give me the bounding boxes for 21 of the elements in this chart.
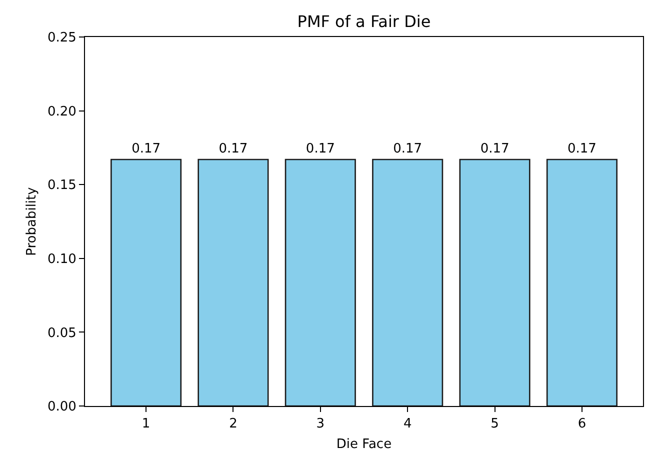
x-tick-label: 2: [229, 416, 238, 432]
chart-title: PMF of a Fair Die: [297, 12, 431, 31]
x-tick-label: 3: [316, 416, 325, 432]
y-tick-label: 0.15: [47, 178, 76, 194]
x-tick-label: 1: [142, 416, 150, 432]
y-tick-label: 0.05: [47, 326, 76, 341]
x-tick-label: 5: [490, 416, 499, 432]
data-label: 0.17: [218, 142, 248, 157]
y-tick-label: 0.10: [47, 252, 76, 267]
y-tick-label: 0.20: [47, 104, 76, 120]
x-axis-title: Die Face: [336, 437, 392, 452]
data-label: 0.17: [393, 142, 422, 157]
y-axis-title: Probability: [24, 186, 40, 256]
x-tick-label: 4: [403, 416, 412, 432]
y-tick-label: 0.25: [47, 30, 76, 46]
y-tick-label: 0.00: [47, 400, 76, 415]
data-label: 0.17: [306, 142, 335, 157]
x-tick-label: 6: [578, 416, 586, 432]
data-label: 0.17: [480, 142, 510, 157]
data-label: 0.17: [132, 142, 161, 157]
data-label: 0.17: [567, 142, 596, 157]
